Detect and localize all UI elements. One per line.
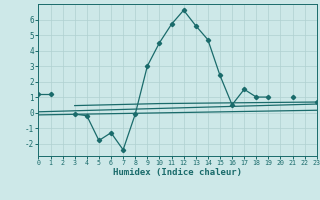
X-axis label: Humidex (Indice chaleur): Humidex (Indice chaleur) (113, 168, 242, 177)
